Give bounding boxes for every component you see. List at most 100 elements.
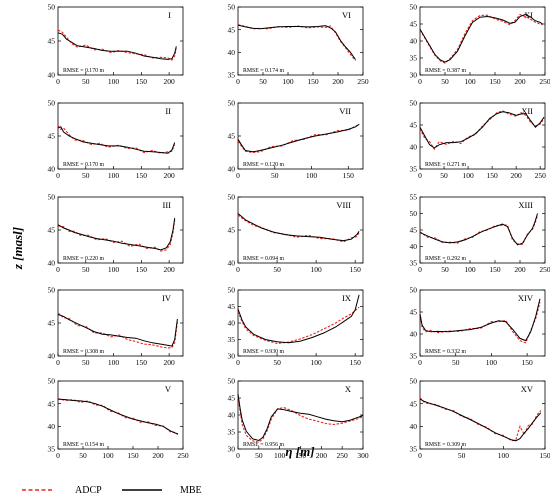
x-tick-label: 150 bbox=[489, 77, 501, 86]
x-tick-label: 100 bbox=[311, 358, 323, 367]
panel-XIV: 35 40 45 50 0 50 100 150 XIV RMSE = 0.332 m bbox=[410, 286, 546, 367]
y-tick-label: 35 bbox=[410, 165, 418, 174]
panel-title: VIII bbox=[336, 200, 351, 210]
x-tick-label: 150 bbox=[522, 358, 534, 367]
series-mbe-line bbox=[57, 126, 176, 154]
rmse-label: RMSE = 0.170 m bbox=[63, 68, 104, 74]
legend-mbe-label: MBE bbox=[180, 485, 202, 496]
x-tick-label: 300 bbox=[357, 451, 369, 460]
y-tick-label: 50 bbox=[228, 286, 236, 295]
x-tick-label: 250 bbox=[539, 77, 550, 86]
x-tick-label: 100 bbox=[282, 77, 294, 86]
series-mbe-line bbox=[237, 24, 356, 60]
rmse-label: RMSE = 0.930 m bbox=[243, 349, 284, 355]
y-tick-label: 50 bbox=[228, 193, 236, 202]
x-tick-label: 0 bbox=[56, 358, 60, 367]
y-tick-label: 40 bbox=[48, 259, 56, 268]
series-mbe-line bbox=[57, 32, 177, 60]
series-mbe-line bbox=[419, 111, 545, 149]
series-adcp-line bbox=[237, 396, 364, 443]
panel-II: 40 45 50 0 50 100 150 200 II RMSE = 0.170 m bbox=[48, 99, 184, 180]
x-tick-label: 50 bbox=[441, 265, 449, 274]
panel-IV: 40 45 50 0 50 100 150 200 IV RMSE = 0.308 m bbox=[48, 286, 184, 367]
y-tick-label: 50 bbox=[48, 193, 56, 202]
y-tick-label: 35 bbox=[410, 259, 418, 268]
y-tick-label: 45 bbox=[410, 226, 418, 235]
panel-XII: 35 40 45 50 0 50 100 150 200 250 XII RMSE = 0.271 m bbox=[410, 99, 547, 180]
panel-title: XV bbox=[521, 384, 534, 394]
x-tick-label: 150 bbox=[489, 265, 501, 274]
x-tick-label: 100 bbox=[108, 265, 120, 274]
x-tick-label: 100 bbox=[311, 265, 323, 274]
y-axis-label: z [masl] bbox=[10, 227, 25, 270]
x-tick-label: 200 bbox=[163, 265, 175, 274]
series-mbe-line bbox=[237, 213, 360, 242]
x-tick-label: 100 bbox=[464, 265, 476, 274]
y-tick-label: 45 bbox=[410, 20, 418, 29]
panel-frame bbox=[419, 102, 546, 170]
x-tick-label: 150 bbox=[350, 358, 362, 367]
y-tick-label: 30 bbox=[228, 445, 236, 454]
panel-title: VII bbox=[339, 106, 351, 116]
panel-title: XIII bbox=[518, 200, 533, 210]
panel-VII: 40 45 50 0 50 100 150 VII RMSE = 0.120 m bbox=[228, 99, 364, 180]
y-tick-label: 35 bbox=[410, 54, 418, 63]
y-tick-label: 50 bbox=[48, 286, 56, 295]
y-tick-label: 40 bbox=[48, 352, 56, 361]
x-tick-label: 150 bbox=[343, 171, 355, 180]
panel-title: IV bbox=[162, 293, 172, 303]
y-tick-label: 35 bbox=[48, 445, 56, 454]
y-tick-label: 30 bbox=[410, 71, 418, 80]
panel-frame bbox=[57, 102, 184, 170]
y-tick-label: 45 bbox=[228, 226, 236, 235]
rmse-label: RMSE = 0.170 m bbox=[63, 162, 104, 168]
x-tick-label: 100 bbox=[108, 77, 120, 86]
x-tick-label: 150 bbox=[486, 171, 498, 180]
panel-title: XII bbox=[521, 106, 533, 116]
series-mbe-line bbox=[419, 298, 541, 342]
x-tick-label: 200 bbox=[332, 77, 344, 86]
panel-title: X bbox=[345, 384, 351, 394]
x-tick-label: 100 bbox=[306, 171, 318, 180]
panel-V: 35 40 45 50 0 50 100 150 200 250 V RMSE = 0.154 m bbox=[48, 377, 189, 460]
y-tick-label: 40 bbox=[228, 165, 236, 174]
x-tick-label: 200 bbox=[152, 451, 164, 460]
y-tick-label: 50 bbox=[48, 377, 56, 386]
y-tick-label: 45 bbox=[48, 132, 56, 141]
series-adcp-line bbox=[237, 124, 360, 154]
y-tick-label: 35 bbox=[228, 71, 236, 80]
x-tick-label: 50 bbox=[82, 171, 90, 180]
y-tick-label: 35 bbox=[228, 428, 236, 437]
x-tick-label: 50 bbox=[440, 171, 448, 180]
x-tick-label: 50 bbox=[255, 451, 263, 460]
series-adcp-line bbox=[237, 306, 360, 345]
series-adcp-line bbox=[237, 24, 356, 61]
x-tick-label: 0 bbox=[418, 358, 422, 367]
x-tick-label: 150 bbox=[295, 451, 307, 460]
series-adcp-line bbox=[419, 302, 541, 344]
panel-title: XIV bbox=[518, 293, 534, 303]
x-tick-label: 200 bbox=[316, 451, 328, 460]
x-tick-label: 100 bbox=[462, 171, 474, 180]
panel-frame bbox=[237, 6, 364, 76]
x-tick-label: 150 bbox=[539, 451, 550, 460]
x-tick-label: 50 bbox=[273, 265, 281, 274]
x-tick-label: 250 bbox=[535, 171, 547, 180]
x-tick-label: 50 bbox=[458, 451, 466, 460]
y-tick-label: 45 bbox=[410, 121, 418, 130]
x-tick-label: 150 bbox=[127, 451, 139, 460]
x-tick-label: 0 bbox=[236, 265, 240, 274]
rmse-label: RMSE = 0.309 m bbox=[425, 442, 466, 448]
series-adcp-line bbox=[57, 312, 178, 349]
series-adcp-line bbox=[237, 214, 360, 243]
rmse-label: RMSE = 0.271 m bbox=[425, 162, 466, 168]
x-tick-label: 0 bbox=[418, 451, 422, 460]
x-tick-label: 50 bbox=[79, 451, 87, 460]
x-tick-label: 250 bbox=[539, 265, 550, 274]
panel-frame bbox=[419, 289, 546, 357]
y-tick-label: 40 bbox=[228, 259, 236, 268]
y-tick-label: 35 bbox=[228, 335, 236, 344]
rmse-label: RMSE = 0.220 m bbox=[63, 256, 104, 262]
y-tick-label: 40 bbox=[228, 319, 236, 328]
